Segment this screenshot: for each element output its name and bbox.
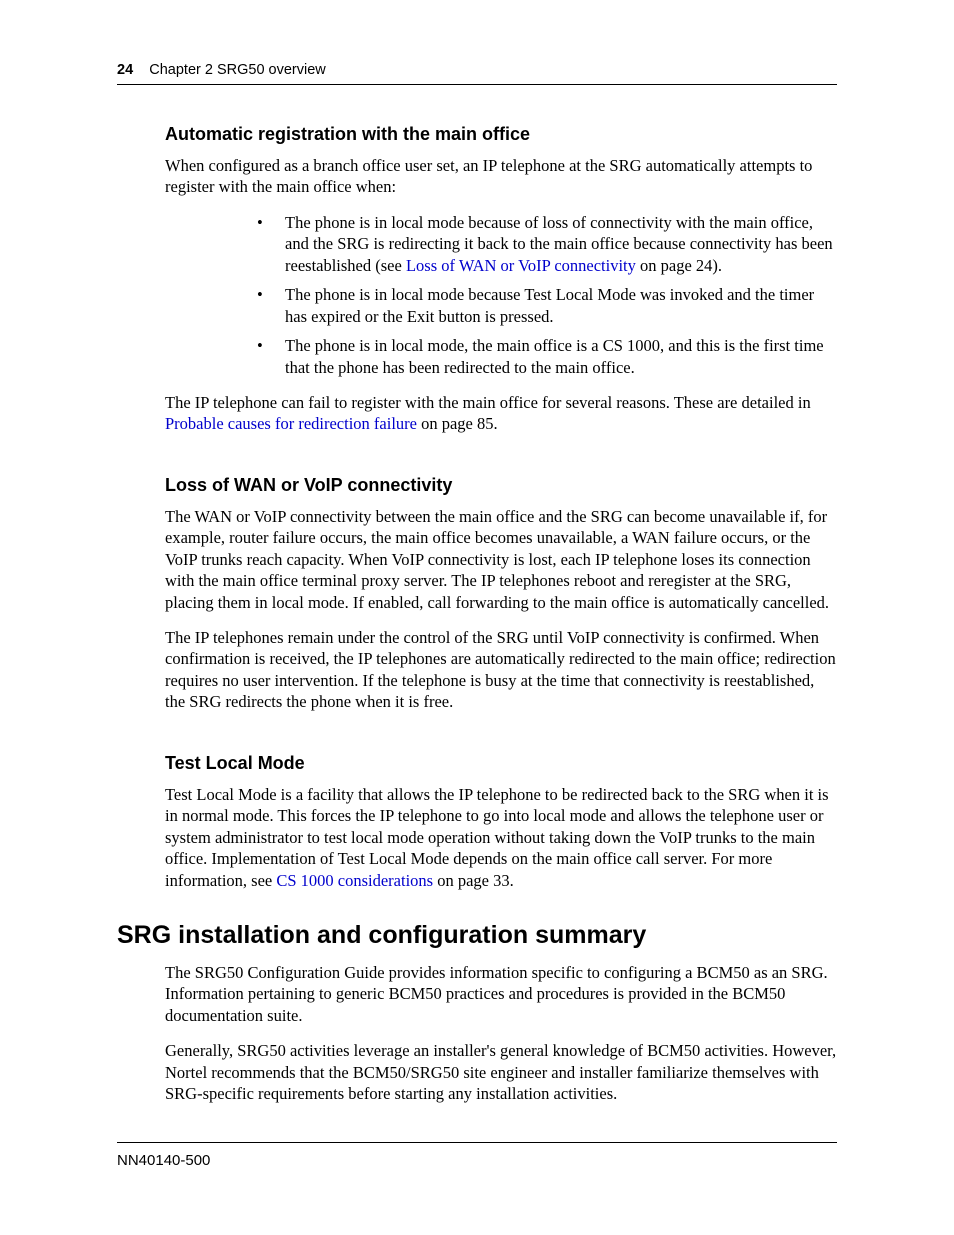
heading-srg-install: SRG installation and configuration summa… — [117, 921, 837, 950]
list-item: The phone is in local mode because of lo… — [257, 212, 837, 276]
heading-test-local-mode: Test Local Mode — [165, 753, 837, 774]
heading-loss-of-wan: Loss of WAN or VoIP connectivity — [165, 475, 837, 496]
spacer — [165, 727, 837, 753]
list-item: The phone is in local mode because Test … — [257, 284, 837, 327]
para-srg-2: Generally, SRG50 activities leverage an … — [165, 1040, 837, 1104]
footer-docnum: NN40140-500 — [117, 1152, 210, 1169]
list-item: The phone is in local mode, the main off… — [257, 335, 837, 378]
para-test-1: Test Local Mode is a facility that allow… — [165, 784, 837, 891]
bullet-text-post: on page 24). — [636, 256, 722, 275]
header-rule — [117, 84, 837, 85]
outro-pre: The IP telephone can fail to register wi… — [165, 393, 811, 412]
running-header: 24 Chapter 2 SRG50 overview — [117, 62, 837, 78]
xref-loss-of-wan[interactable]: Loss of WAN or VoIP connectivity — [406, 256, 636, 275]
page: 24 Chapter 2 SRG50 overview Automatic re… — [0, 0, 954, 1235]
test-post: on page 33. — [433, 871, 514, 890]
bullet-list-auto: The phone is in local mode because of lo… — [165, 212, 837, 378]
page-number: 24 — [117, 62, 133, 78]
para-loss-1: The WAN or VoIP connectivity between the… — [165, 506, 837, 613]
xref-probable-causes[interactable]: Probable causes for redirection failure — [165, 414, 417, 433]
para-auto-intro: When configured as a branch office user … — [165, 155, 837, 198]
footer-rule — [117, 1142, 837, 1143]
chapter-title: Chapter 2 SRG50 overview — [137, 62, 326, 78]
para-loss-2: The IP telephones remain under the contr… — [165, 627, 837, 713]
heading-automatic-registration: Automatic registration with the main off… — [165, 124, 837, 145]
spacer — [165, 449, 837, 475]
xref-cs1000[interactable]: CS 1000 considerations — [276, 871, 433, 890]
outro-post: on page 85. — [417, 414, 498, 433]
chapter-title-text: Chapter 2 SRG50 overview — [149, 62, 326, 78]
para-auto-outro: The IP telephone can fail to register wi… — [165, 392, 837, 435]
para-srg-1: The SRG50 Configuration Guide provides i… — [165, 962, 837, 1026]
content-area: Automatic registration with the main off… — [165, 124, 837, 1119]
